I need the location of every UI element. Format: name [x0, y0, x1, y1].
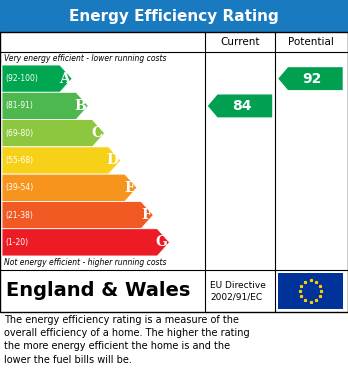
Text: Very energy efficient - lower running costs: Very energy efficient - lower running co… — [4, 54, 166, 63]
Bar — [278, 273, 343, 309]
Text: B: B — [74, 99, 86, 113]
Text: C: C — [92, 126, 103, 140]
Polygon shape — [2, 229, 169, 256]
Text: 2002/91/EC: 2002/91/EC — [210, 292, 262, 301]
Text: Potential: Potential — [287, 37, 333, 47]
Polygon shape — [2, 65, 72, 92]
Polygon shape — [278, 67, 343, 90]
Text: Energy Efficiency Rating: Energy Efficiency Rating — [69, 9, 279, 23]
Bar — [0, 0, 348, 32]
Text: Not energy efficient - higher running costs: Not energy efficient - higher running co… — [4, 258, 166, 267]
Polygon shape — [2, 147, 121, 174]
Text: (21-38): (21-38) — [5, 211, 33, 220]
Text: 84: 84 — [232, 99, 251, 113]
Text: EU Directive: EU Directive — [210, 282, 266, 291]
Bar — [0, 32, 348, 312]
Text: (1-20): (1-20) — [5, 238, 28, 247]
Text: (55-68): (55-68) — [5, 156, 33, 165]
Text: (39-54): (39-54) — [5, 183, 33, 192]
Polygon shape — [2, 120, 105, 147]
Text: G: G — [156, 235, 168, 249]
Polygon shape — [2, 92, 88, 120]
Text: A: A — [60, 72, 70, 86]
Polygon shape — [2, 201, 153, 229]
Text: The energy efficiency rating is a measure of the
overall efficiency of a home. T: The energy efficiency rating is a measur… — [4, 315, 250, 364]
Text: Current: Current — [220, 37, 260, 47]
Text: (69-80): (69-80) — [5, 129, 33, 138]
Text: (92-100): (92-100) — [5, 74, 38, 83]
Text: E: E — [125, 181, 135, 195]
Polygon shape — [2, 174, 137, 201]
Text: England & Wales: England & Wales — [6, 282, 190, 301]
Text: D: D — [107, 154, 119, 167]
Text: F: F — [141, 208, 151, 222]
Polygon shape — [208, 95, 272, 117]
Text: (81-91): (81-91) — [5, 101, 33, 110]
Text: 92: 92 — [302, 72, 322, 86]
